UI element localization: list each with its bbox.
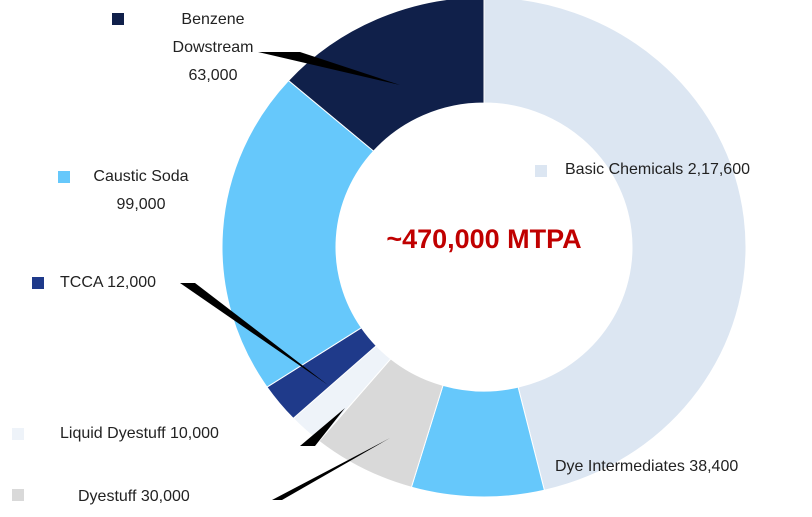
category-name: Liquid Dyestuff [60, 425, 166, 442]
category-name: Benzene Dowstream [172, 11, 254, 56]
value-label: 99,000 [116, 196, 166, 213]
legend-marker [112, 13, 124, 25]
slice-label: Liquid Dyestuff 10,000 [60, 420, 219, 448]
legend-marker [12, 428, 24, 440]
leader-line [180, 283, 328, 385]
slice-label: Dyestuff 30,000 [78, 483, 190, 511]
slice-label: Benzene Dowstream 63,000 [152, 6, 274, 90]
slice-label: TCCA 12,000 [60, 269, 156, 297]
donut-slice [287, 0, 485, 152]
slice-label: Dye Intermediates 38,400 [555, 453, 738, 481]
category-name: Dyestuff [78, 488, 137, 505]
value-label: 2,17,600 [687, 161, 750, 178]
legend-marker [535, 165, 547, 177]
legend-marker [12, 489, 24, 501]
value-label: 12,000 [107, 274, 157, 291]
value-label: 30,000 [140, 488, 190, 505]
legend-marker [32, 277, 44, 289]
center-total: ~470,000 MTPA [386, 224, 582, 254]
leader-line [272, 438, 390, 500]
value-label: 63,000 [188, 67, 238, 84]
slice-label: Basic Chemicals 2,17,600 [565, 156, 750, 184]
value-label: 38,400 [689, 458, 739, 475]
category-name: Basic Chemicals [565, 161, 684, 178]
donut-slice [483, 0, 747, 491]
legend-marker [58, 171, 70, 183]
category-name: TCCA [60, 274, 103, 291]
value-label: 10,000 [170, 425, 219, 442]
leader-line [300, 408, 345, 446]
leader-line [258, 52, 400, 85]
legend-marker [501, 457, 513, 469]
donut-slice [221, 79, 375, 388]
category-name: Caustic Soda [93, 168, 189, 185]
slice-label: Caustic Soda 99,000 [86, 163, 196, 219]
category-name: Dye Intermediates [555, 458, 685, 475]
